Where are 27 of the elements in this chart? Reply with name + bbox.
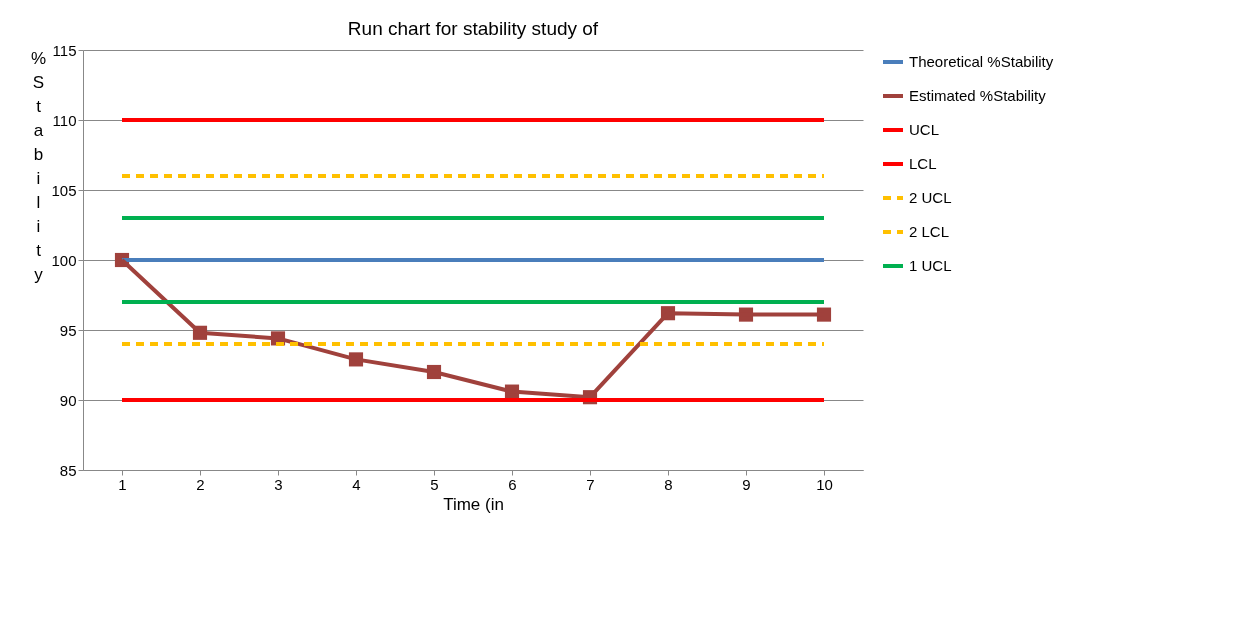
y-tick-label: 110 — [52, 111, 77, 129]
legend-label: Estimated %Stability — [909, 87, 1047, 104]
x-tick-label: 7 — [586, 475, 595, 493]
y-tick-label: 100 — [51, 251, 77, 269]
legend-label: Theoretical %Stability — [909, 53, 1054, 70]
x-tick-label: 8 — [664, 475, 673, 493]
x-tick-label: 1 — [118, 475, 127, 493]
x-tick-label: 4 — [352, 475, 361, 493]
y-tick-label: 105 — [51, 181, 77, 199]
y-tick-label: 90 — [59, 391, 77, 409]
legend-label: 2 UCL — [909, 189, 952, 206]
y-tick-label: 115 — [52, 41, 77, 59]
legend-label: 2 LCL — [909, 223, 950, 240]
text: %Stability — [30, 48, 47, 284]
legend-label: LCL — [909, 155, 937, 172]
x-tick-label: 6 — [508, 475, 517, 493]
x-tick-label: 2 — [196, 475, 205, 493]
x-tick-label: 5 — [430, 475, 439, 493]
x-tick-label: 9 — [742, 475, 751, 493]
legend-label: UCL — [909, 121, 940, 138]
y-tick-label: 85 — [59, 461, 77, 479]
x-tick-label: 3 — [274, 475, 283, 493]
chart-title: Run chart for stability study of — [347, 18, 599, 39]
legend-label: 1 UCL — [909, 257, 952, 274]
x-tick-label: 10 — [816, 475, 833, 493]
x-axis-title: Time (in — [443, 494, 504, 514]
y-tick-label: 95 — [59, 321, 77, 339]
